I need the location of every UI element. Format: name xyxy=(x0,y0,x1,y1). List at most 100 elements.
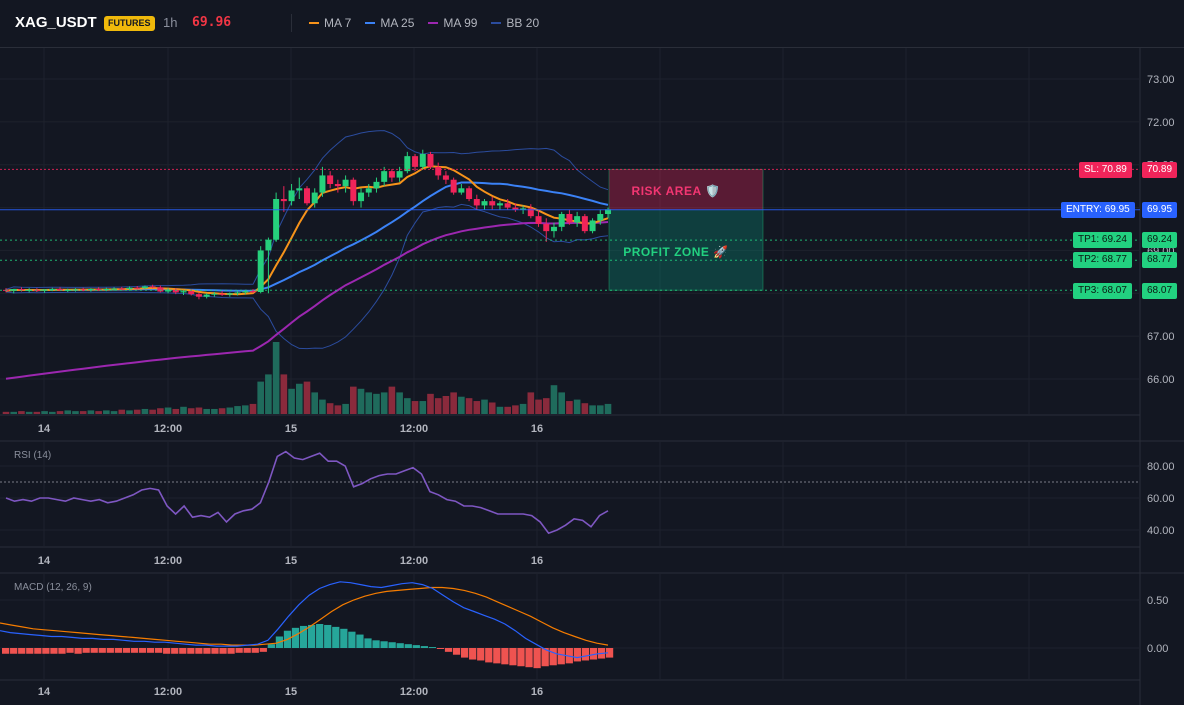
candle-body xyxy=(365,188,372,193)
macd-hist-bar xyxy=(243,648,251,653)
candle-body xyxy=(442,175,449,180)
candles xyxy=(3,149,611,300)
volume-bar xyxy=(303,381,311,414)
candle-body xyxy=(111,288,118,290)
volume-bar xyxy=(295,383,303,414)
volume-bar xyxy=(380,392,388,414)
macd-hist-bar xyxy=(130,648,139,653)
time-tick: 12:00 xyxy=(400,555,428,567)
indicator-overlays xyxy=(5,130,609,380)
macd-line xyxy=(0,581,609,659)
rsi-tick: 80.00 xyxy=(1147,461,1175,473)
volume-bar xyxy=(41,411,48,414)
macd-hist-bar xyxy=(340,628,348,648)
volume-bar xyxy=(33,411,41,414)
volume-bar xyxy=(427,393,434,414)
profit-zone-box xyxy=(609,209,763,291)
macd-hist-bar xyxy=(58,648,66,654)
candle-body xyxy=(427,154,434,167)
time-tick: 12:00 xyxy=(154,423,182,435)
candle-body xyxy=(80,289,87,291)
volume-bar xyxy=(365,392,373,414)
futures-badge: FUTURES xyxy=(104,16,155,31)
timeframe-selector[interactable]: 1h xyxy=(163,15,178,30)
tp3-tag[interactable]: TP3: 68.07 xyxy=(1073,283,1132,299)
volume-bar xyxy=(527,392,535,414)
candle-body xyxy=(57,289,64,291)
volume-bar xyxy=(434,398,442,414)
tp1-tag[interactable]: TP1: 69.24 xyxy=(1073,232,1132,248)
volume-bar xyxy=(49,411,56,414)
macd-hist-bar xyxy=(235,648,243,653)
volume-bar xyxy=(72,411,79,414)
price-tick: 72.00 xyxy=(1147,117,1175,129)
macd-panel xyxy=(0,581,1140,669)
bb20-swatch xyxy=(491,22,502,24)
macd-hist-bar xyxy=(589,648,598,660)
volume-bar xyxy=(334,405,342,414)
macd-hist-bar xyxy=(299,625,308,648)
panel-frame xyxy=(0,48,1184,705)
volume-bar xyxy=(110,411,118,414)
volume-bar xyxy=(118,409,126,414)
candle-body xyxy=(41,289,48,291)
candle-body xyxy=(489,201,496,206)
candle-body xyxy=(589,220,596,232)
volume-bar xyxy=(396,392,403,414)
macd-hist-bar xyxy=(380,641,388,648)
candle-body xyxy=(26,289,33,291)
candle-body xyxy=(504,203,511,208)
legend-ma99[interactable]: MA 99 xyxy=(428,16,477,30)
volume-bar xyxy=(481,399,488,414)
volume-bar xyxy=(265,374,272,414)
time-tick: 12:00 xyxy=(400,423,428,435)
volume-bar xyxy=(573,399,581,414)
macd-hist-bar xyxy=(34,648,42,654)
tp3-price-tag: 68.07 xyxy=(1142,283,1178,299)
macd-hist-bar xyxy=(316,624,324,648)
candle-body xyxy=(581,216,588,232)
candle-body xyxy=(226,293,233,295)
entry-tag[interactable]: ENTRY: 69.95 xyxy=(1061,202,1135,218)
macd-hist-bar xyxy=(541,648,549,667)
macd-hist-bar xyxy=(74,648,82,654)
symbol-name[interactable]: XAG_USDT xyxy=(15,14,97,31)
volume-bar xyxy=(133,409,141,414)
time-tick: 15 xyxy=(285,555,297,567)
macd-hist-bar xyxy=(26,648,34,654)
candle-body xyxy=(257,250,264,292)
last-price: 69.96 xyxy=(192,15,232,30)
candle-body xyxy=(180,291,187,293)
candle-body xyxy=(435,166,442,176)
candle-body xyxy=(249,291,256,293)
candle-body xyxy=(334,184,341,187)
candle-body xyxy=(419,154,426,167)
legend-ma7[interactable]: MA 7 xyxy=(309,16,351,30)
candle-body xyxy=(87,289,94,290)
volume-bar xyxy=(10,411,18,414)
volume-bar xyxy=(442,396,450,414)
entry-price-tag: 69.95 xyxy=(1142,202,1178,218)
candle-body xyxy=(543,223,550,232)
macd-hist-bar xyxy=(179,648,187,654)
tp2-tag[interactable]: TP2: 68.77 xyxy=(1073,252,1132,268)
volume-bar xyxy=(326,403,334,414)
macd-hist-bar xyxy=(66,648,74,653)
rsi-panel xyxy=(0,450,1140,535)
macd-hist-bar xyxy=(501,648,509,665)
volume-bar xyxy=(211,408,218,414)
sl-tag[interactable]: SL: 70.89 xyxy=(1079,162,1132,178)
ma25-swatch xyxy=(365,22,376,24)
volume-bar xyxy=(172,408,180,414)
macd-hist-bar xyxy=(493,648,501,664)
legend-bb20[interactable]: BB 20 xyxy=(491,16,539,30)
volume-bar xyxy=(226,407,234,414)
legend-ma25[interactable]: MA 25 xyxy=(365,16,414,30)
macd-hist-bar xyxy=(549,648,557,666)
axis-labels: 73.0072.0071.0070.0069.0068.0067.0066.00… xyxy=(38,74,1175,698)
bb-lower-line xyxy=(5,203,609,350)
volume-bar xyxy=(187,408,195,414)
macd-hist-bar xyxy=(122,648,131,653)
time-tick: 16 xyxy=(531,423,543,435)
